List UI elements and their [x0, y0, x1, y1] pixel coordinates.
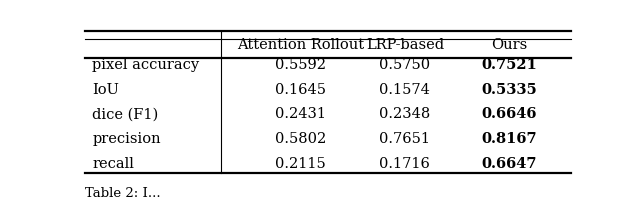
- Text: 0.2115: 0.2115: [275, 157, 326, 171]
- Text: 0.5750: 0.5750: [380, 58, 431, 72]
- Text: 0.6646: 0.6646: [481, 107, 537, 121]
- Text: recall: recall: [92, 157, 134, 171]
- Text: 0.2348: 0.2348: [380, 107, 431, 121]
- Text: 0.6647: 0.6647: [481, 157, 537, 171]
- Text: Table 2: I...: Table 2: I...: [85, 186, 161, 200]
- Text: IoU: IoU: [92, 83, 119, 97]
- Text: 0.8167: 0.8167: [481, 132, 537, 146]
- Text: 0.1716: 0.1716: [380, 157, 430, 171]
- Text: 0.5802: 0.5802: [275, 132, 326, 146]
- Text: 0.1574: 0.1574: [380, 83, 430, 97]
- Text: dice (F1): dice (F1): [92, 107, 159, 121]
- Text: precision: precision: [92, 132, 161, 146]
- Text: pixel accuracy: pixel accuracy: [92, 58, 200, 72]
- Text: 0.5335: 0.5335: [481, 83, 537, 97]
- Text: 0.2431: 0.2431: [275, 107, 326, 121]
- Text: 0.5592: 0.5592: [275, 58, 326, 72]
- Text: 0.7521: 0.7521: [481, 58, 537, 72]
- Text: LRP-based: LRP-based: [366, 37, 444, 52]
- Text: 0.1645: 0.1645: [275, 83, 326, 97]
- Text: Attention Rollout: Attention Rollout: [237, 37, 364, 52]
- Text: 0.7651: 0.7651: [380, 132, 430, 146]
- Text: Ours: Ours: [491, 37, 527, 52]
